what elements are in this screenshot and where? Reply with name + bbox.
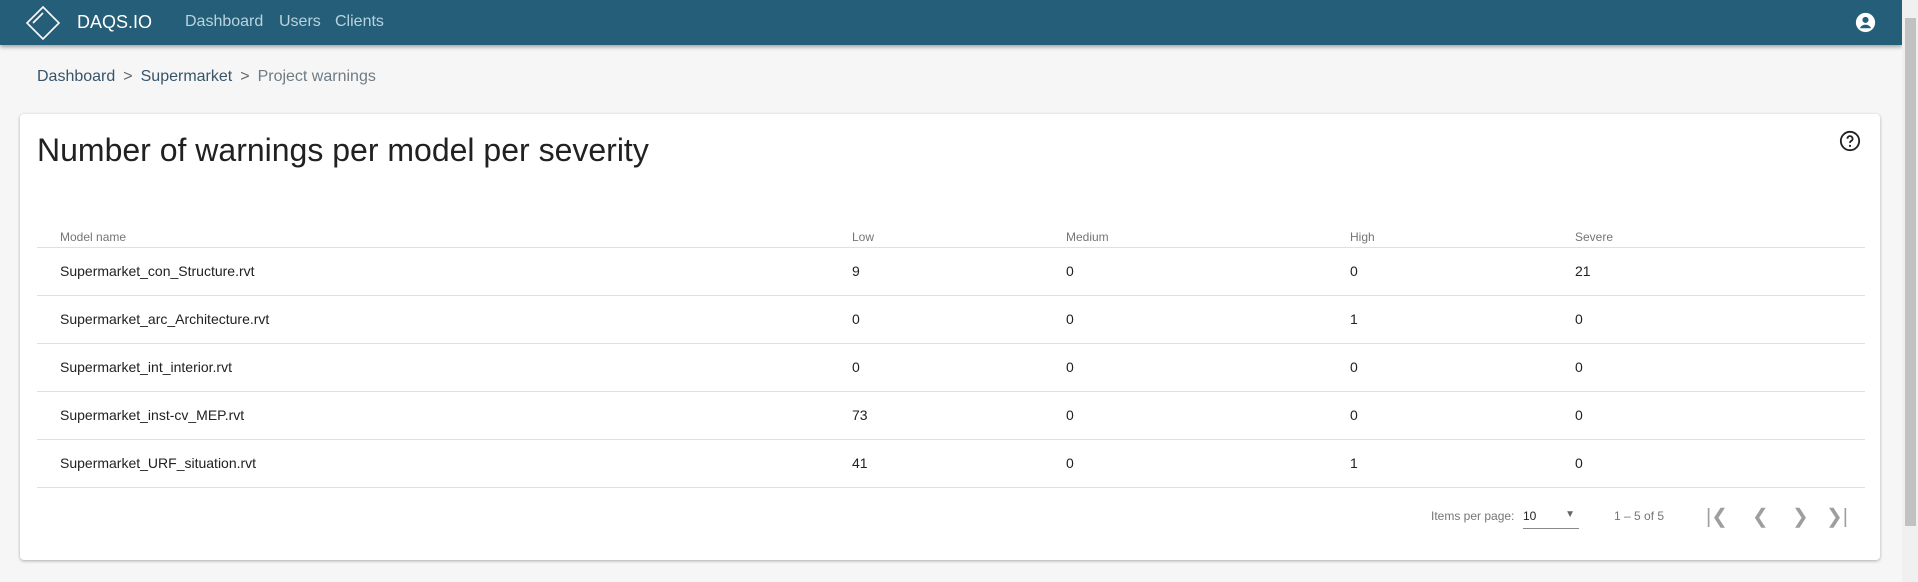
table-cell: 1 <box>1350 311 1358 327</box>
previous-page-button[interactable]: ❮ <box>1752 506 1769 528</box>
row-divider <box>37 439 1865 440</box>
nav-dashboard[interactable]: Dashboard <box>185 13 264 30</box>
table-cell: Supermarket_con_Structure.rvt <box>60 263 255 279</box>
divider <box>37 247 1865 248</box>
table-cell: 0 <box>1066 407 1074 423</box>
table-cell: 0 <box>1066 455 1074 471</box>
column-header[interactable]: Severe <box>1575 230 1614 244</box>
table-cell: Supermarket_int_interior.rvt <box>60 359 232 375</box>
items-per-page-label: Items per page: <box>1431 509 1515 523</box>
brand-name[interactable]: DAQS.IO <box>77 12 153 32</box>
table-cell: 9 <box>852 263 860 279</box>
table-cell: 0 <box>852 359 860 375</box>
table-cell: Supermarket_inst-cv_MEP.rvt <box>60 407 245 423</box>
table-cell: 0 <box>1066 359 1074 375</box>
row-divider <box>37 343 1865 344</box>
table-cell: 1 <box>1350 455 1358 471</box>
first-page-button[interactable]: |❮ <box>1706 506 1728 528</box>
table-cell: 0 <box>1575 311 1583 327</box>
row-divider <box>37 391 1865 392</box>
items-per-page-select[interactable]: 10 ▼ <box>1523 509 1579 529</box>
table-cell: 0 <box>1350 359 1358 375</box>
column-header[interactable]: High <box>1350 230 1375 244</box>
table-cell: Supermarket_arc_Architecture.rvt <box>60 311 270 327</box>
help-icon[interactable] <box>1839 130 1861 152</box>
breadcrumb-supermarket[interactable]: Supermarket <box>140 68 233 85</box>
column-header[interactable]: Low <box>852 230 875 244</box>
row-divider <box>37 295 1865 296</box>
items-per-page-value: 10 <box>1523 509 1537 523</box>
breadcrumb-current: Project warnings <box>257 68 376 85</box>
table-cell: 0 <box>1575 407 1583 423</box>
table-cell: 73 <box>852 407 868 423</box>
warnings-card: Number of warnings per model per severit… <box>20 114 1880 560</box>
table-cell: 21 <box>1575 263 1591 279</box>
table-cell: 0 <box>1066 311 1074 327</box>
table-cell: 0 <box>1575 455 1583 471</box>
table-cell: 0 <box>1350 407 1358 423</box>
table-cell: 0 <box>1066 263 1074 279</box>
last-page-button[interactable]: ❯| <box>1826 506 1848 528</box>
logo-icon[interactable] <box>25 5 61 41</box>
column-header[interactable]: Model name <box>60 230 127 244</box>
chevron-down-icon: ▼ <box>1565 509 1575 520</box>
nav-clients[interactable]: Clients <box>335 13 384 30</box>
table-cell: 0 <box>1350 263 1358 279</box>
breadcrumb-dashboard[interactable]: Dashboard <box>37 68 116 85</box>
column-header[interactable]: Medium <box>1066 230 1109 244</box>
row-divider <box>37 487 1865 488</box>
table-cell: 0 <box>852 311 860 327</box>
nav-users[interactable]: Users <box>279 13 321 30</box>
scrollbar-thumb[interactable] <box>1905 18 1916 526</box>
next-page-button[interactable]: ❯ <box>1792 506 1809 528</box>
table-cell: 0 <box>1575 359 1583 375</box>
page-range: 1 – 5 of 5 <box>1614 509 1665 523</box>
page-title: Number of warnings per model per severit… <box>37 132 649 168</box>
top-app-bar: DAQS.IO Dashboard Users Clients <box>0 0 1902 45</box>
breadcrumb: Dashboard > Supermarket > Project warnings <box>37 68 376 85</box>
account-icon[interactable] <box>1855 12 1876 33</box>
table-cell: 41 <box>852 455 868 471</box>
table-cell: Supermarket_URF_situation.rvt <box>60 455 257 471</box>
